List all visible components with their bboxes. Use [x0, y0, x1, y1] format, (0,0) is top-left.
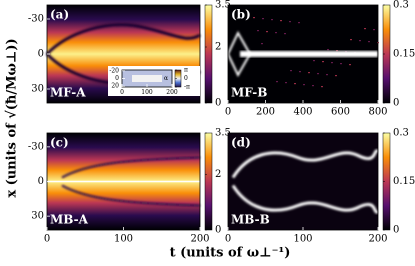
density-feature: [317, 73, 319, 75]
density-feature: [61, 184, 201, 207]
x-tick-label: 0: [120, 89, 124, 96]
y-tick-label: 0: [38, 49, 44, 60]
x-tick-label: 100: [114, 234, 133, 245]
panel-label: (a): [50, 8, 69, 22]
colorbar-tick-label: π: [184, 67, 188, 74]
density-feature: [294, 83, 296, 85]
colorbar-tick-label: 2: [215, 169, 221, 180]
density-feature: [313, 60, 315, 62]
density-feature: [266, 31, 268, 33]
panel-label: (c): [50, 136, 69, 150]
density-feature: [253, 17, 255, 19]
panel-name: MB-B: [231, 213, 270, 227]
colorbar-tick-label: 2: [215, 42, 221, 53]
density-feature: [261, 43, 263, 45]
density-feature: [336, 50, 338, 52]
colorbar-tick-label: 0: [215, 225, 221, 236]
density-feature: [359, 40, 361, 42]
colorbar-tick-label: 3.5: [215, 128, 231, 139]
density-feature: [331, 62, 333, 64]
density-feature: [349, 64, 351, 66]
density-feature: [240, 51, 378, 57]
x-tick-label: 400: [293, 107, 312, 118]
density-feature: [231, 149, 379, 179]
density-feature: [275, 32, 277, 34]
colorbar-tick-label: 0.15: [393, 176, 415, 187]
density-feature: [45, 23, 201, 56]
x-tick-label: 800: [368, 107, 387, 118]
density-feature: [335, 75, 337, 77]
colorbar-tick-label: 0: [215, 98, 221, 109]
density-feature: [289, 21, 291, 23]
x-tick-label: 0: [225, 107, 231, 118]
density-feature: [298, 22, 300, 24]
density-feature: [226, 30, 252, 78]
density-feature: [262, 18, 264, 20]
y-tick-label: 0: [38, 176, 44, 187]
colorbar-tick-label: 0.15: [393, 49, 415, 60]
density-feature: [327, 49, 329, 51]
density-feature: [373, 29, 375, 31]
colorbar: [204, 4, 213, 104]
colorbar-tick-label: 3.5: [215, 0, 231, 11]
density-feature: [290, 70, 292, 72]
density-feature: [326, 74, 328, 76]
y-tick-label: -20: [109, 67, 119, 74]
x-axis-label: t (units of ω⊥⁻¹): [170, 246, 291, 261]
density-feature: [284, 33, 286, 35]
colorbar-tick-label: 0: [393, 225, 399, 236]
colorbar-tick-label: 0.3: [393, 0, 409, 11]
density-feature: [61, 156, 201, 179]
x-tick-label: 0: [44, 234, 50, 245]
density-feature: [276, 81, 278, 83]
panel-label: (b): [231, 8, 251, 22]
density-feature: [322, 61, 324, 63]
colorbar-tick-label: 0: [393, 98, 399, 109]
panel-label: (d): [231, 136, 251, 150]
x-tick-label: 200: [368, 234, 387, 245]
x-tick-label: 200: [166, 89, 178, 96]
colorbar-tick-label: 0.3: [393, 128, 409, 139]
colorbar: [204, 132, 213, 231]
density-feature: [340, 63, 342, 65]
x-tick-label: 200: [256, 107, 275, 118]
colorbar-tick-label: 0: [184, 75, 188, 82]
y-tick-label: 20: [111, 83, 119, 90]
panel-name: MF-B: [231, 86, 267, 100]
y-tick-label: -30: [28, 141, 44, 152]
panel-name: MF-A: [50, 86, 86, 100]
density-feature: [368, 41, 370, 43]
density-feature: [231, 184, 379, 214]
density-feature: [308, 72, 310, 74]
x-tick-label: 100: [293, 234, 312, 245]
y-tick-label: 30: [31, 211, 44, 222]
x-tick-label: 100: [141, 89, 153, 96]
density-feature: [303, 84, 305, 86]
y-axis-label: x (units of √(ħ/Mω⊥)): [5, 38, 20, 197]
density-feature: [312, 85, 314, 87]
density-feature: [280, 20, 282, 22]
colorbar-tick-label: -π: [184, 84, 190, 91]
density-feature: [299, 71, 301, 73]
colorbar-label: α: [164, 75, 168, 82]
y-tick-label: 0: [115, 75, 119, 82]
density-feature: [285, 82, 287, 84]
density-feature: [350, 39, 352, 41]
y-tick-label: 30: [31, 84, 44, 95]
density-feature: [257, 30, 259, 32]
density-feature: [271, 19, 273, 21]
x-tick-label: 0: [225, 234, 231, 245]
density-feature: [364, 28, 366, 30]
x-tick-label: 200: [190, 234, 209, 245]
density-feature: [321, 86, 323, 88]
panel-name: MB-A: [50, 213, 89, 227]
x-tick-label: 600: [331, 107, 350, 118]
inset-feature: [132, 75, 162, 82]
y-tick-label: -30: [28, 14, 44, 25]
